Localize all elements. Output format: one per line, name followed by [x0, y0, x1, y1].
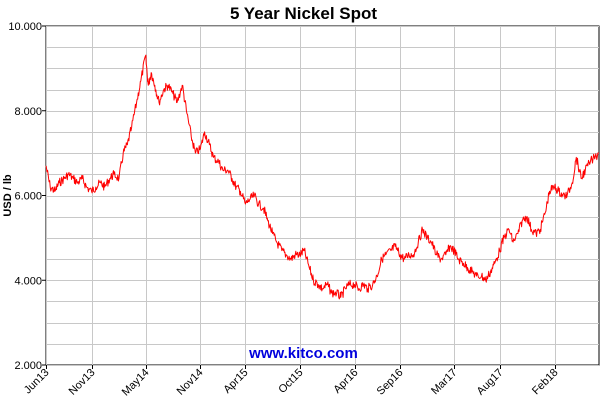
chart-title: 5 Year Nickel Spot	[229, 4, 378, 23]
x-tick-label: Apr15	[221, 367, 250, 396]
x-tick-label: Nov14	[175, 367, 206, 398]
y-tick-label: 2.000	[14, 360, 42, 372]
x-tick-label: Sep16	[375, 367, 406, 398]
y-tick-label: 8.000	[14, 106, 42, 118]
x-tick-label: Oct15	[276, 367, 305, 396]
x-tick-label: May14	[120, 367, 152, 399]
grid-lines	[46, 26, 599, 366]
watermark-link[interactable]: www.kitco.com	[249, 345, 358, 362]
plot-frame	[45, 25, 600, 366]
y-tick-label: 10.000	[8, 21, 42, 33]
y-tick-label: 4.000	[14, 275, 42, 287]
nickel-price-line	[45, 54, 600, 300]
x-tick-label: Mar17	[429, 367, 460, 398]
y-tick-label: 6.000	[14, 191, 42, 203]
x-tick-label: Nov13	[67, 367, 98, 398]
series-layer	[45, 54, 600, 300]
x-tick-label: Aug17	[475, 367, 506, 398]
y-axis-label: USD / lb	[2, 174, 14, 216]
x-tick-label: Apr16	[331, 367, 360, 396]
x-tick-label: Feb18	[530, 367, 561, 398]
